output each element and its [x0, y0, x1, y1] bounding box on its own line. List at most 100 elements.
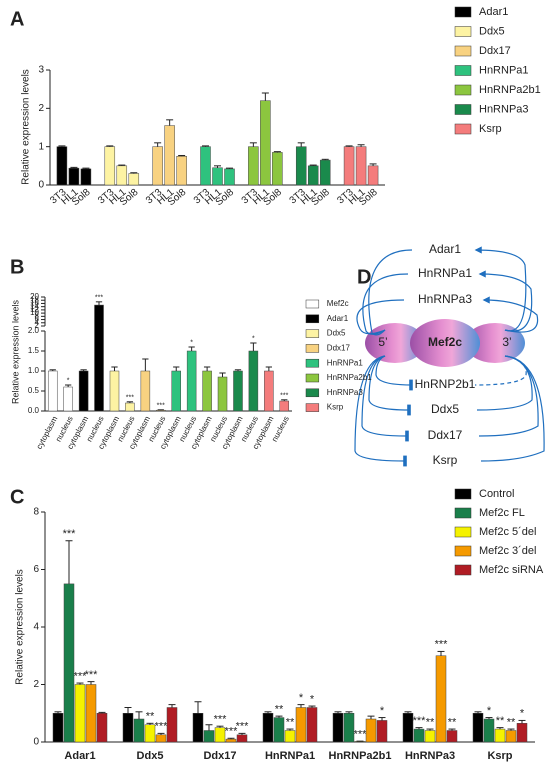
y-tick-label: 2: [38, 103, 44, 114]
regulated-gene: Ksrp: [433, 453, 458, 467]
legend-swatch: [454, 84, 472, 96]
legend-label: HnRNPa1: [327, 358, 364, 367]
activation-arrow: [474, 246, 527, 332]
legend-swatch: [454, 488, 472, 500]
legend-label: HnRNPa3: [327, 388, 364, 397]
significance: **: [146, 711, 155, 723]
significance: ***: [126, 394, 134, 401]
legend-swatch: [454, 45, 472, 57]
rna-center: [410, 319, 480, 367]
regulated-gene: HnRNPa1: [418, 266, 472, 280]
bar: [63, 386, 73, 412]
legend-label: Mef2c 5´del: [479, 526, 536, 538]
activation-arrow: [478, 270, 533, 332]
significance: ***: [413, 715, 427, 727]
x-tick-label: HnRNPa1: [265, 750, 315, 762]
bar: [446, 730, 458, 743]
bar: [68, 167, 80, 186]
diagram: Mef2c 5’ 3’ Adar1 HnRNPa1 HnRNPa3 HnRNP2b1 Ddx5…: [354, 242, 545, 467]
legend-swatch: [305, 344, 320, 353]
legend-label: Ddx17: [479, 45, 511, 57]
bar: [122, 713, 134, 743]
legend-swatch: [454, 564, 472, 576]
bar: [494, 728, 506, 743]
legend-swatch: [305, 388, 320, 398]
bar: [295, 146, 307, 186]
bar: [332, 713, 344, 743]
y-tick-label: 2.0: [28, 326, 40, 335]
legend-swatch: [454, 65, 472, 76]
legend-label: HnRNPa2b1: [327, 373, 372, 382]
bar: [343, 146, 355, 186]
bar: [133, 718, 145, 743]
legend-swatch: [454, 26, 472, 37]
significance: ***: [214, 713, 228, 725]
bar: [260, 100, 271, 186]
regulated-gene: Ddx17: [428, 428, 463, 442]
regulation-arc: [361, 355, 409, 442]
bar: [78, 370, 89, 412]
panel-label: B: [10, 256, 24, 278]
x-tick-label: Ddx5: [137, 750, 164, 762]
y-tick-label: 4: [35, 318, 40, 327]
y-tick-label: 2: [35, 321, 40, 330]
bar: [483, 718, 495, 743]
y-tick-label: 1.5: [28, 346, 40, 355]
bar: [52, 713, 64, 743]
regulation-arc: [362, 273, 409, 335]
bar: [273, 717, 285, 743]
panel-label: D: [357, 266, 371, 288]
significance: *: [299, 692, 304, 704]
bar: [171, 370, 181, 412]
y-tick-label: 1.0: [28, 366, 40, 375]
regulation-arc: [375, 355, 413, 391]
significance: ***: [74, 670, 88, 682]
bar: [85, 684, 97, 743]
legend-swatch: [305, 329, 320, 338]
bar: [128, 173, 140, 186]
rna-end: 5’: [378, 335, 387, 349]
y-tick-label: 8: [35, 311, 40, 320]
legend-label: Control: [479, 488, 514, 500]
x-tick-label: HnRNPa3: [405, 750, 455, 762]
regulation-arc: [478, 355, 539, 437]
significance: ***: [236, 721, 250, 733]
significance: **: [507, 716, 516, 728]
bar: [63, 583, 75, 743]
regulation-arc: [368, 355, 411, 416]
bar: [200, 146, 211, 186]
regulated-gene: Ddx5: [431, 402, 459, 416]
legend-label: Ddx5: [327, 329, 346, 338]
bar: [413, 728, 425, 743]
regulated-gene: HnRNPa3: [418, 292, 472, 306]
legend-swatch: [305, 403, 320, 412]
bar: [236, 734, 248, 743]
legend-label: Ksrp: [479, 123, 502, 135]
bar: [203, 730, 215, 743]
significance: *: [190, 340, 193, 347]
bar: [248, 146, 259, 186]
legend-swatch: [305, 373, 320, 383]
significance: ***: [435, 639, 449, 651]
bar: [248, 350, 259, 412]
legend-label: Mef2c siRNA: [479, 564, 544, 576]
x-tick-label: Adar1: [64, 750, 95, 762]
legend-label: HnRNPa1: [479, 64, 529, 76]
bar: [56, 146, 68, 186]
significance: ***: [63, 528, 77, 540]
significance: *: [252, 336, 255, 343]
bar: [176, 156, 187, 186]
bar: [217, 376, 228, 412]
y-tick-label: 4: [33, 622, 39, 633]
y-tick-label: 8: [33, 507, 39, 518]
regulation-arc: [474, 355, 527, 386]
regulation-arc: [480, 355, 545, 462]
legend-label: Mef2c FL: [479, 507, 525, 519]
bar: [152, 146, 163, 186]
significance: ***: [157, 402, 165, 409]
significance: ***: [280, 392, 288, 399]
y-axis-label: Relative expression levels: [21, 69, 32, 185]
bar: [224, 168, 235, 186]
x-tick-label: HnRNPa2b1: [329, 750, 392, 762]
significance: *: [380, 705, 385, 717]
